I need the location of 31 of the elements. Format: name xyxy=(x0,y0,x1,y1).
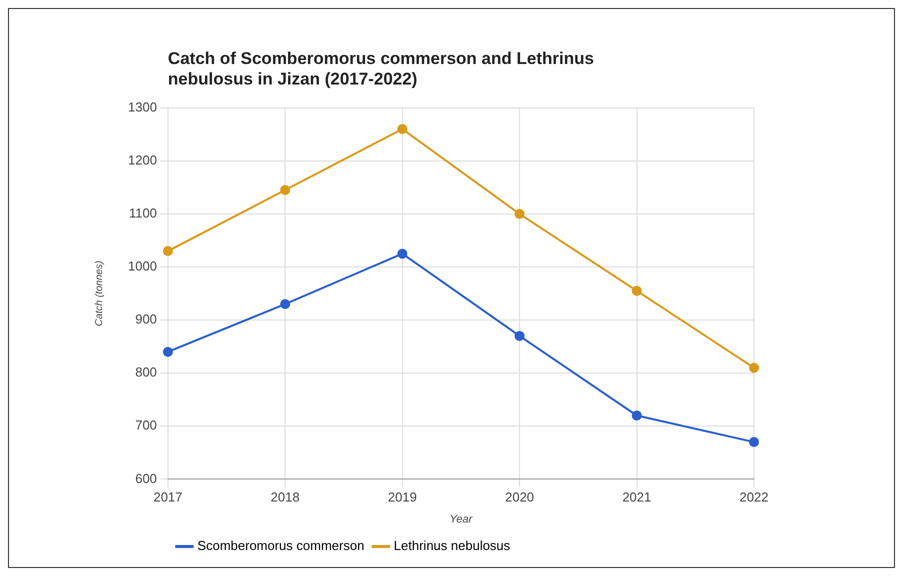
point xyxy=(397,124,408,134)
point xyxy=(280,185,290,196)
y-tick-label: 600 xyxy=(135,470,157,486)
x-tick-label: 2020 xyxy=(505,490,534,505)
point xyxy=(749,362,759,373)
x-tick-label: 2022 xyxy=(740,490,768,505)
y-tick-label: 1200 xyxy=(128,152,157,168)
x-tick-label: 2021 xyxy=(622,490,652,505)
legend-label: Scomberomorus commerson xyxy=(197,538,364,554)
x-tick-label: 2019 xyxy=(388,490,417,505)
y-tick-label: 1100 xyxy=(128,205,157,220)
point xyxy=(632,410,642,421)
point xyxy=(280,299,290,310)
legend-label: Lethrinus nebulosus xyxy=(394,538,511,554)
point xyxy=(514,330,525,341)
point xyxy=(162,246,173,256)
point xyxy=(514,208,525,219)
y-tick-label: 1300 xyxy=(128,99,157,114)
y-tick-label: 900 xyxy=(135,312,157,327)
y-axis-title: Catch (tonnes) xyxy=(94,260,105,326)
point xyxy=(632,286,642,296)
x-tick-label: 2018 xyxy=(270,490,300,505)
y-tick-label: 1000 xyxy=(128,258,157,274)
point xyxy=(397,248,408,259)
x-tick-label: 2017 xyxy=(153,490,182,505)
y-tick-label: 800 xyxy=(135,364,157,380)
y-tick-label: 700 xyxy=(135,418,157,433)
chart-title: Catch of Scomberomorus commerson and Lethrinus nebulosus in Jizan (2017-2022) xyxy=(168,48,594,88)
x-axis-title: Year xyxy=(450,513,474,526)
point xyxy=(162,346,173,357)
point xyxy=(749,437,759,448)
